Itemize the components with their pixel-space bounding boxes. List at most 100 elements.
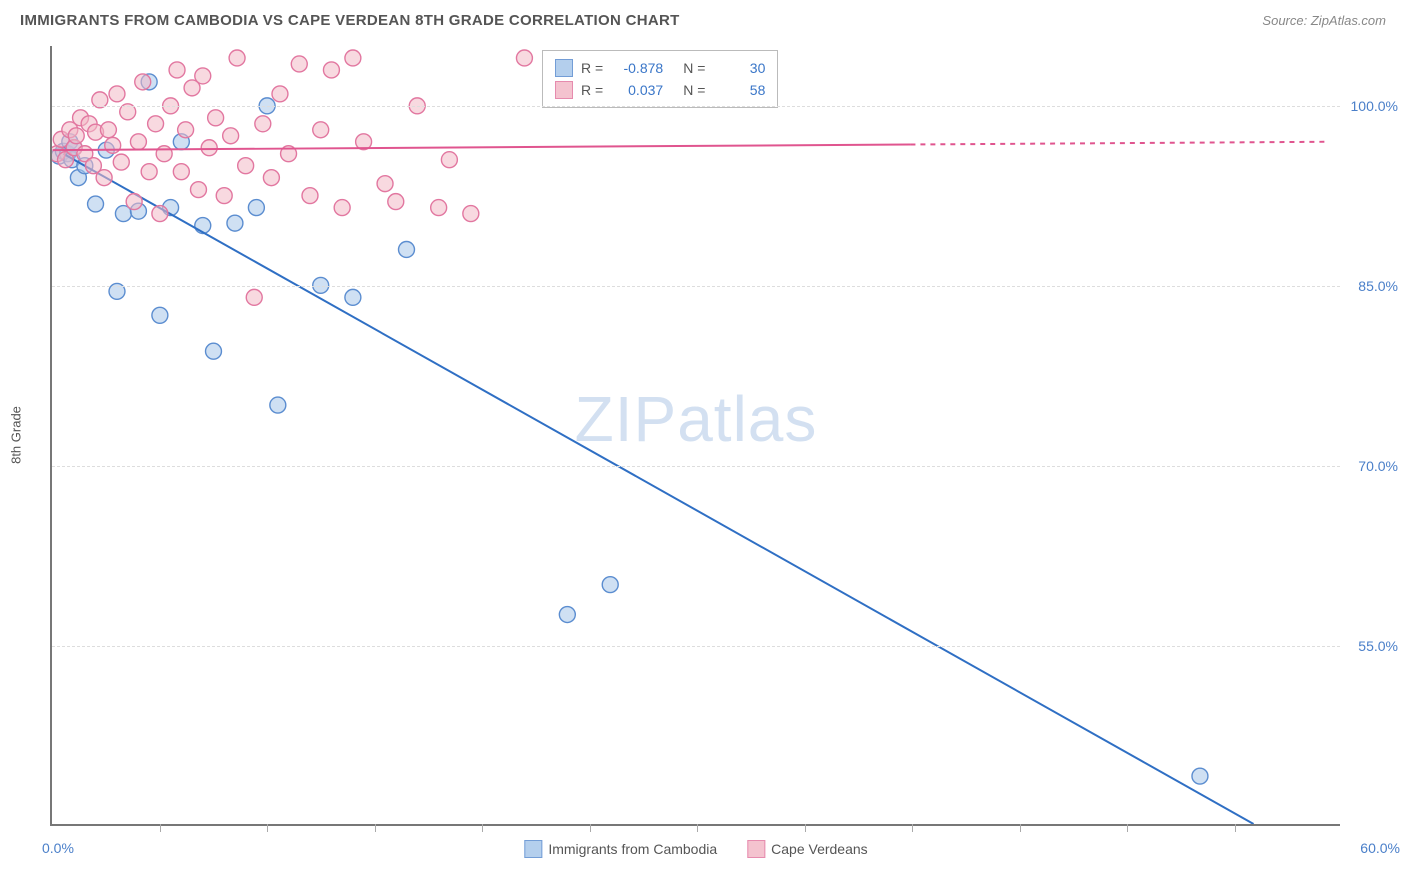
r-value: 0.037 <box>611 82 663 98</box>
data-point <box>152 307 168 323</box>
x-tick <box>912 824 913 832</box>
bottom-legend: Immigrants from Cambodia Cape Verdeans <box>524 840 867 858</box>
data-point <box>201 140 217 156</box>
stats-row: R =-0.878N =30 <box>555 57 765 79</box>
n-label: N = <box>683 82 705 98</box>
stats-row: R =0.037N =58 <box>555 79 765 101</box>
y-tick-label: 100.0% <box>1351 98 1398 114</box>
data-point <box>88 124 104 140</box>
trendline-dashed <box>910 142 1328 145</box>
data-point <box>184 80 200 96</box>
data-point <box>152 206 168 222</box>
data-point <box>559 607 575 623</box>
data-point <box>68 128 84 144</box>
data-point <box>52 146 65 162</box>
r-label: R = <box>581 60 603 76</box>
x-tick-min: 0.0% <box>42 840 74 856</box>
data-point <box>195 68 211 84</box>
legend-swatch <box>555 59 573 77</box>
data-point <box>62 122 78 138</box>
data-point <box>602 577 618 593</box>
data-point <box>58 152 74 168</box>
data-point <box>105 137 121 153</box>
data-point <box>246 289 262 305</box>
n-label: N = <box>683 60 705 76</box>
legend-label: Cape Verdeans <box>771 841 868 857</box>
legend-item: Cape Verdeans <box>747 840 868 858</box>
data-point <box>52 148 67 164</box>
data-point <box>441 152 457 168</box>
gridline <box>52 106 1340 107</box>
trendline <box>53 144 911 150</box>
data-point <box>208 110 224 126</box>
data-point <box>463 206 479 222</box>
data-point <box>1192 768 1208 784</box>
n-value: 58 <box>713 82 765 98</box>
data-point <box>291 56 307 72</box>
data-point <box>60 146 76 162</box>
x-tick <box>375 824 376 832</box>
data-point <box>216 188 232 204</box>
legend-swatch <box>555 81 573 99</box>
gridline <box>52 466 1340 467</box>
watermark-atlas: atlas <box>677 383 817 455</box>
data-point <box>55 143 71 159</box>
data-point <box>516 50 532 66</box>
chart-area: 8th Grade ZIPatlas R =-0.878N =30R =0.03… <box>50 46 1340 826</box>
data-point <box>163 200 179 216</box>
data-point <box>255 116 271 132</box>
data-point <box>190 182 206 198</box>
data-point <box>85 158 101 174</box>
data-point <box>156 146 172 162</box>
data-point <box>173 164 189 180</box>
legend-item: Immigrants from Cambodia <box>524 840 717 858</box>
legend-label: Immigrants from Cambodia <box>548 841 717 857</box>
data-point <box>77 158 93 174</box>
data-point <box>178 122 194 138</box>
data-point <box>109 86 125 102</box>
source-value: ZipAtlas.com <box>1311 13 1386 28</box>
data-point <box>223 128 239 144</box>
data-point <box>229 50 245 66</box>
data-point <box>169 62 185 78</box>
data-point <box>313 122 329 138</box>
x-tick <box>1127 824 1128 832</box>
data-point <box>345 50 361 66</box>
data-point <box>272 86 288 102</box>
data-point <box>141 74 157 90</box>
chart-source: Source: ZipAtlas.com <box>1262 13 1386 28</box>
x-tick <box>590 824 591 832</box>
n-value: 30 <box>713 60 765 76</box>
data-point <box>96 170 112 186</box>
data-point <box>323 62 339 78</box>
data-point <box>100 122 116 138</box>
data-point <box>148 116 164 132</box>
legend-swatch <box>747 840 765 858</box>
y-axis-label: 8th Grade <box>9 406 24 464</box>
x-tick <box>1235 824 1236 832</box>
data-point <box>70 170 86 186</box>
y-tick-label: 85.0% <box>1358 278 1398 294</box>
plot-region: 8th Grade ZIPatlas R =-0.878N =30R =0.03… <box>50 46 1340 826</box>
y-tick-label: 70.0% <box>1358 458 1398 474</box>
x-tick <box>267 824 268 832</box>
data-point <box>377 176 393 192</box>
data-point <box>356 134 372 150</box>
data-point <box>206 343 222 359</box>
data-point <box>302 188 318 204</box>
data-point <box>88 196 104 212</box>
x-tick <box>697 824 698 832</box>
legend-swatch <box>524 840 542 858</box>
data-point <box>135 74 151 90</box>
chart-svg-layer <box>52 46 1340 824</box>
gridline <box>52 646 1340 647</box>
chart-header: IMMIGRANTS FROM CAMBODIA VS CAPE VERDEAN… <box>0 0 1406 33</box>
data-point <box>62 134 78 150</box>
data-point <box>115 206 131 222</box>
data-point <box>66 140 82 156</box>
data-point <box>53 131 69 147</box>
trendline <box>63 154 1253 824</box>
stats-box: R =-0.878N =30R =0.037N =58 <box>542 50 778 108</box>
chart-title: IMMIGRANTS FROM CAMBODIA VS CAPE VERDEAN… <box>20 12 680 29</box>
x-tick <box>160 824 161 832</box>
